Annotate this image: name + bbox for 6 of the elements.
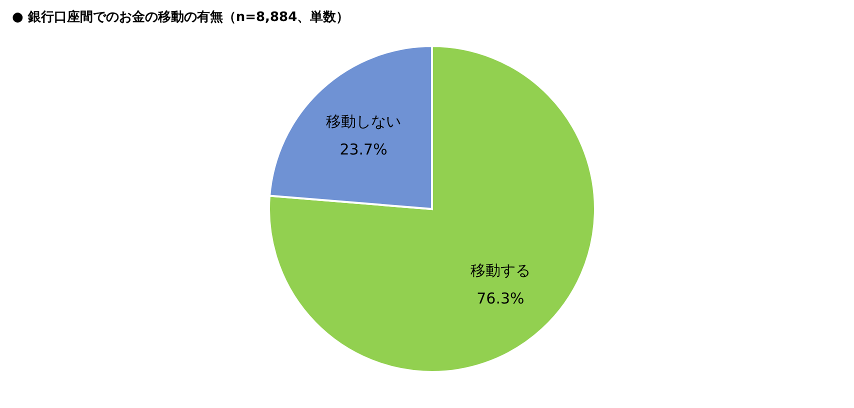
chart-title: ● 銀行口座間でのお金の移動の有無（n=8,884、単数）	[12, 8, 350, 26]
slice-label: 移動する	[470, 261, 530, 280]
data-label: 23.7%	[340, 140, 388, 159]
data-label: 76.3%	[476, 289, 524, 308]
pie-slice	[268, 45, 596, 373]
slice-label: 移動しない	[326, 112, 402, 131]
